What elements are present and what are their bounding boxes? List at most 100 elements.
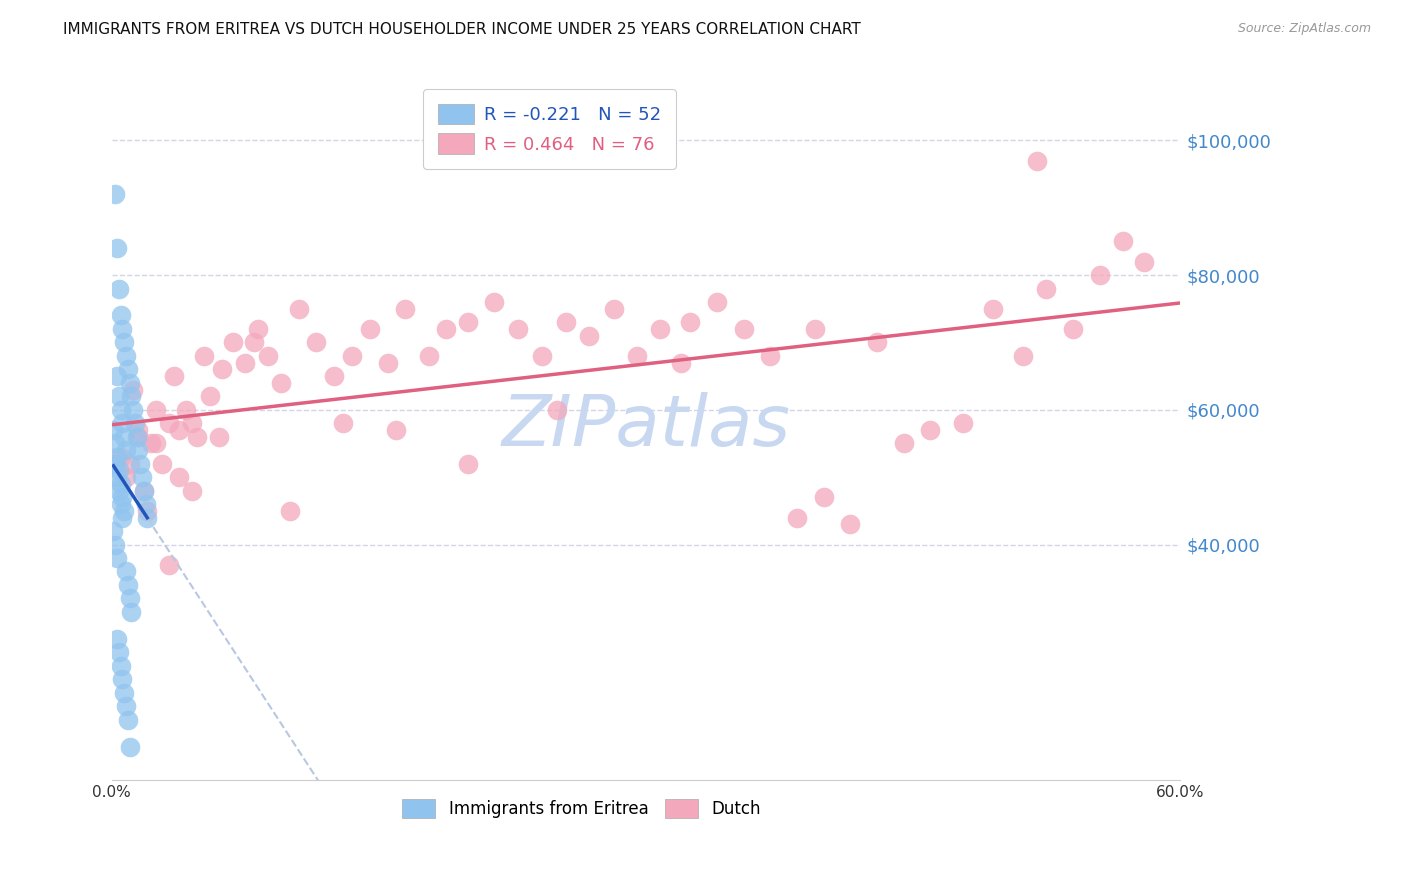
Point <box>110 309 132 323</box>
Point <box>111 417 134 431</box>
Point <box>110 497 132 511</box>
Point <box>434 322 457 336</box>
Point <box>122 402 145 417</box>
Point <box>418 349 440 363</box>
Point <box>176 402 198 417</box>
Point <box>124 417 146 431</box>
Point <box>120 389 142 403</box>
Point <box>243 335 266 350</box>
Point <box>118 376 141 390</box>
Point <box>1035 281 1057 295</box>
Point <box>359 322 381 336</box>
Point <box>110 658 132 673</box>
Point <box>186 430 208 444</box>
Point <box>105 450 128 464</box>
Point <box>120 605 142 619</box>
Point <box>340 349 363 363</box>
Point <box>484 295 506 310</box>
Point <box>145 402 167 417</box>
Point <box>104 187 127 202</box>
Point <box>115 349 138 363</box>
Point <box>180 417 202 431</box>
Point <box>118 457 141 471</box>
Point <box>394 301 416 316</box>
Point <box>157 558 180 572</box>
Point <box>457 457 479 471</box>
Point <box>131 470 153 484</box>
Text: Source: ZipAtlas.com: Source: ZipAtlas.com <box>1237 22 1371 36</box>
Point <box>111 491 134 505</box>
Point <box>270 376 292 390</box>
Point <box>786 510 808 524</box>
Point <box>117 713 139 727</box>
Point <box>139 436 162 450</box>
Point <box>733 322 755 336</box>
Point <box>671 356 693 370</box>
Point <box>257 349 280 363</box>
Point <box>1062 322 1084 336</box>
Point <box>105 551 128 566</box>
Point <box>135 497 157 511</box>
Point <box>839 517 862 532</box>
Point <box>112 335 135 350</box>
Point <box>104 537 127 551</box>
Point <box>112 504 135 518</box>
Point <box>108 389 131 403</box>
Point <box>132 483 155 498</box>
Point <box>233 356 256 370</box>
Point <box>108 463 131 477</box>
Point <box>222 335 245 350</box>
Point <box>105 241 128 255</box>
Text: IMMIGRANTS FROM ERITREA VS DUTCH HOUSEHOLDER INCOME UNDER 25 YEARS CORRELATION C: IMMIGRANTS FROM ERITREA VS DUTCH HOUSEHO… <box>63 22 860 37</box>
Point <box>546 402 568 417</box>
Point <box>1133 254 1156 268</box>
Point <box>323 369 346 384</box>
Point <box>1112 235 1135 249</box>
Point <box>104 436 127 450</box>
Point <box>332 417 354 431</box>
Point <box>108 281 131 295</box>
Point <box>920 423 942 437</box>
Point <box>104 457 127 471</box>
Point <box>103 423 125 437</box>
Point <box>127 423 149 437</box>
Point <box>648 322 671 336</box>
Point <box>198 389 221 403</box>
Point <box>118 739 141 754</box>
Point <box>118 591 141 606</box>
Point <box>287 301 309 316</box>
Point <box>305 335 328 350</box>
Point <box>246 322 269 336</box>
Point <box>136 504 159 518</box>
Point <box>125 430 148 444</box>
Point <box>105 632 128 646</box>
Point <box>893 436 915 450</box>
Point <box>759 349 782 363</box>
Point <box>136 510 159 524</box>
Point <box>157 417 180 431</box>
Point <box>679 315 702 329</box>
Point <box>813 491 835 505</box>
Point <box>150 457 173 471</box>
Point <box>385 423 408 437</box>
Point <box>706 295 728 310</box>
Point <box>866 335 889 350</box>
Point <box>1026 153 1049 168</box>
Point <box>554 315 576 329</box>
Point <box>180 483 202 498</box>
Point <box>129 457 152 471</box>
Point <box>804 322 827 336</box>
Point <box>1012 349 1035 363</box>
Point <box>145 436 167 450</box>
Text: ZIPatlas: ZIPatlas <box>501 392 790 461</box>
Point <box>981 301 1004 316</box>
Point <box>108 645 131 659</box>
Point <box>115 470 138 484</box>
Point <box>111 322 134 336</box>
Point <box>578 328 600 343</box>
Point <box>112 430 135 444</box>
Point <box>169 470 191 484</box>
Point <box>377 356 399 370</box>
Point <box>110 402 132 417</box>
Point <box>1088 268 1111 282</box>
